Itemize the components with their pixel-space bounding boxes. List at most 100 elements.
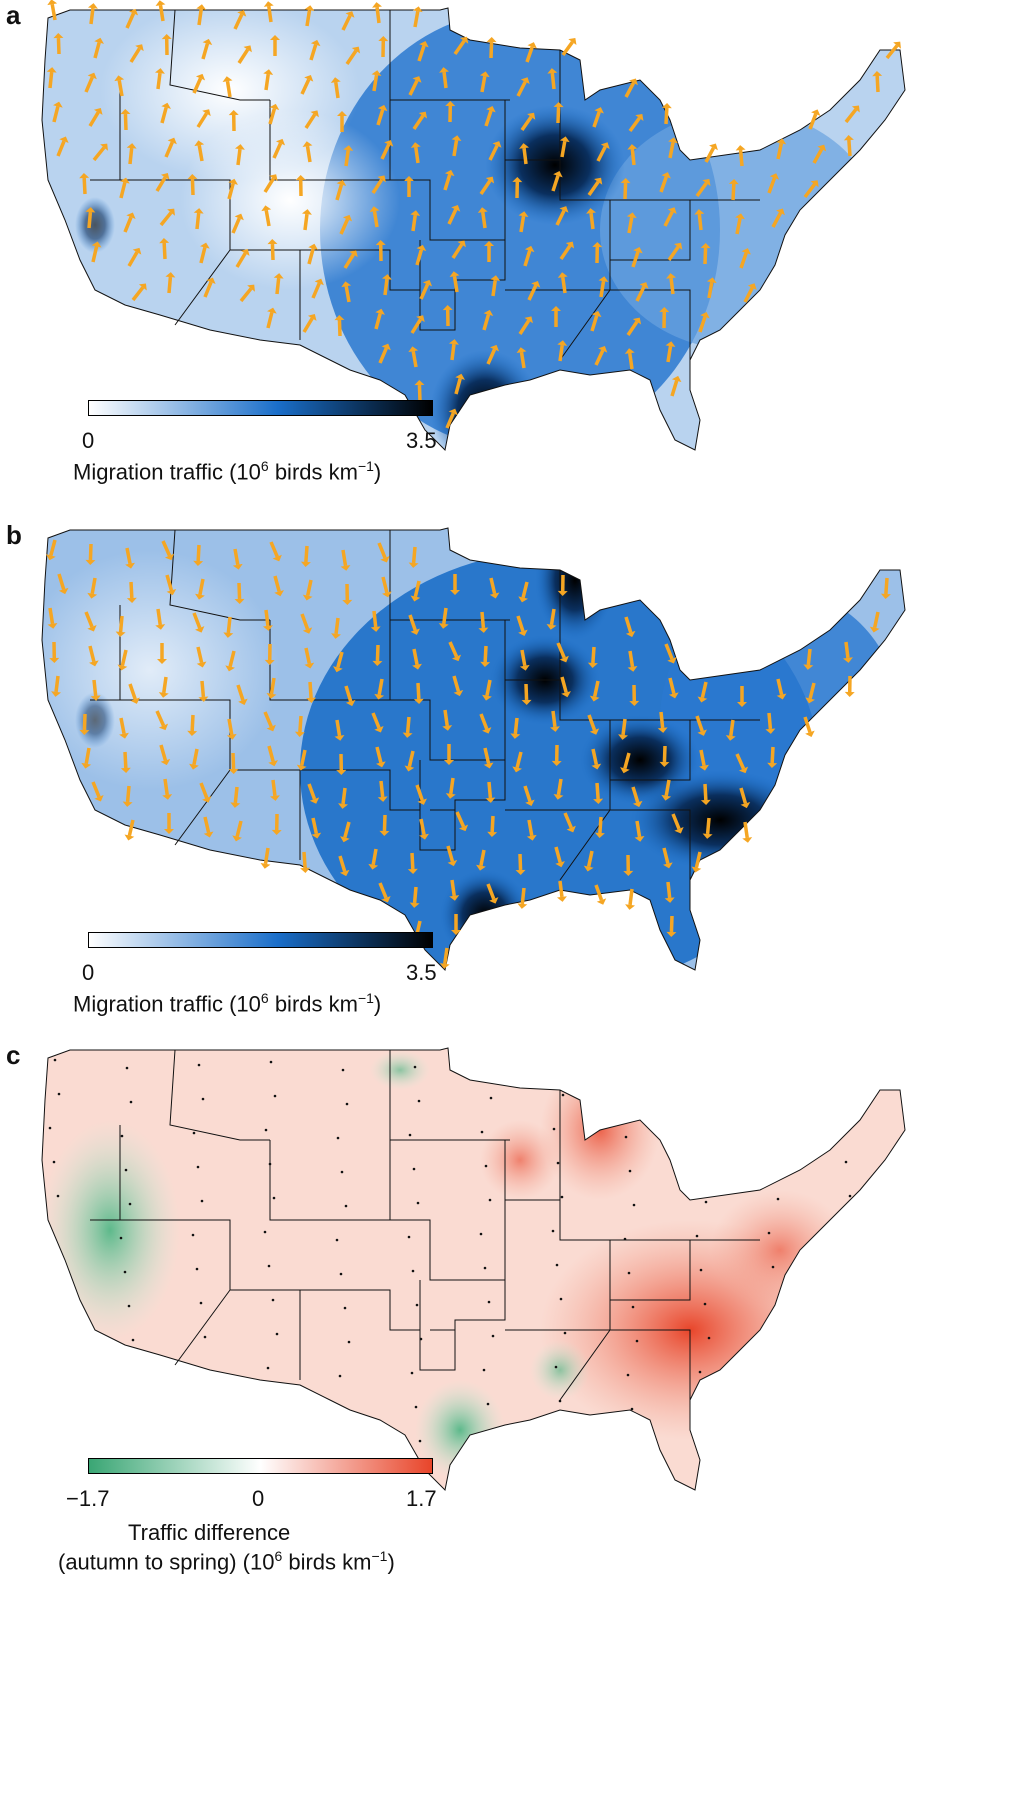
migration-arrow xyxy=(197,8,203,26)
arrow-head xyxy=(408,346,419,353)
arrow-head xyxy=(384,139,394,147)
migration-arrow xyxy=(770,746,775,764)
arrow-head xyxy=(228,768,239,774)
centroid-dot xyxy=(264,1128,268,1132)
centroid-dot xyxy=(555,1263,559,1267)
migration-arrow xyxy=(415,784,424,801)
migration-arrow xyxy=(554,846,562,863)
arrow-head xyxy=(375,240,386,246)
migration-arrow xyxy=(197,144,204,162)
us-map-spring xyxy=(41,0,906,452)
migration-arrow xyxy=(480,611,486,629)
arrow-head xyxy=(87,72,97,80)
centroid-dot xyxy=(191,1233,195,1237)
migration-arrow xyxy=(334,81,340,99)
migration-arrow xyxy=(299,749,307,767)
arrow-head xyxy=(674,242,683,250)
arrow-head xyxy=(445,101,456,107)
arrow-head xyxy=(165,272,176,278)
arrow-head xyxy=(735,145,746,151)
arrow-head xyxy=(444,169,455,177)
arrow-head xyxy=(381,343,391,351)
centroid-dot xyxy=(488,1198,492,1202)
migration-arrow xyxy=(337,319,342,337)
migration-arrow xyxy=(630,148,636,166)
arrow-head xyxy=(91,241,102,248)
arrow-head xyxy=(232,563,243,570)
migration-arrow xyxy=(87,211,93,229)
arrow-head xyxy=(557,590,568,596)
arrow-head xyxy=(626,212,637,219)
migration-arrow xyxy=(587,180,600,197)
centroid-dot xyxy=(127,1304,131,1308)
migration-arrow xyxy=(159,211,173,227)
arrow-head xyxy=(559,136,570,143)
arrow-head xyxy=(439,67,450,73)
arrow-head xyxy=(302,141,313,147)
migration-arrow xyxy=(560,676,568,693)
arrow-head xyxy=(300,867,311,873)
arrow-head xyxy=(380,555,390,563)
migration-arrow xyxy=(377,678,384,696)
migration-arrow xyxy=(551,710,557,728)
migration-arrow xyxy=(806,648,812,666)
migration-arrow xyxy=(516,80,527,97)
migration-arrow xyxy=(375,746,383,763)
migration-arrow xyxy=(341,14,352,31)
arrow-head xyxy=(267,239,278,245)
arrow-head xyxy=(728,179,739,185)
us-map-autumn xyxy=(41,527,906,971)
migration-arrow xyxy=(344,685,353,702)
migration-arrow xyxy=(812,148,824,164)
arrow-head xyxy=(195,73,206,81)
migration-arrow xyxy=(372,610,378,628)
arrow-head xyxy=(155,624,166,630)
arrow-head xyxy=(697,729,707,736)
arrow-head xyxy=(594,177,603,185)
migration-arrow xyxy=(556,642,566,659)
arrow-head xyxy=(269,795,280,801)
migration-arrow xyxy=(380,143,391,160)
migration-arrow xyxy=(560,140,567,158)
arrow-head xyxy=(625,904,636,910)
centroid-dot xyxy=(489,1096,493,1100)
arrow-head xyxy=(272,554,282,562)
migration-arrow xyxy=(518,853,523,871)
migration-arrow xyxy=(627,216,634,234)
arrow-head xyxy=(273,273,284,279)
arrow-head xyxy=(410,628,420,635)
centroid-dot xyxy=(626,1373,630,1377)
migration-arrow xyxy=(519,351,526,369)
arrow-head xyxy=(526,834,537,841)
arrow-head xyxy=(161,34,172,40)
arrow-head xyxy=(351,46,361,54)
arrow-head xyxy=(451,135,462,141)
migration-arrow xyxy=(735,753,746,770)
migration-arrow xyxy=(92,679,98,697)
migration-arrow xyxy=(93,42,101,59)
migration-arrow xyxy=(305,579,313,597)
centroid-dot xyxy=(336,1136,340,1140)
migration-arrow xyxy=(226,616,232,634)
centroid-dot xyxy=(267,1264,271,1268)
arrow-head xyxy=(295,175,306,181)
arrow-head xyxy=(240,248,250,256)
arrow-head xyxy=(691,866,702,873)
arrow-head xyxy=(378,36,389,42)
arrow-head xyxy=(735,213,745,220)
migration-arrow xyxy=(225,80,232,98)
arrow-head xyxy=(266,724,276,732)
arrow-head xyxy=(330,77,341,83)
arrow-head xyxy=(483,762,494,769)
migration-arrow xyxy=(379,780,385,798)
arrow-head xyxy=(738,766,749,774)
migration-arrow xyxy=(445,412,455,429)
arrow-head xyxy=(518,629,528,636)
arrow-head xyxy=(307,313,317,321)
arrow-head xyxy=(339,869,350,877)
migration-arrow xyxy=(164,141,174,158)
migration-arrow xyxy=(556,778,563,796)
centroid-dot xyxy=(558,1399,562,1403)
arrow-head xyxy=(100,143,108,151)
centroid-dot xyxy=(343,1306,347,1310)
